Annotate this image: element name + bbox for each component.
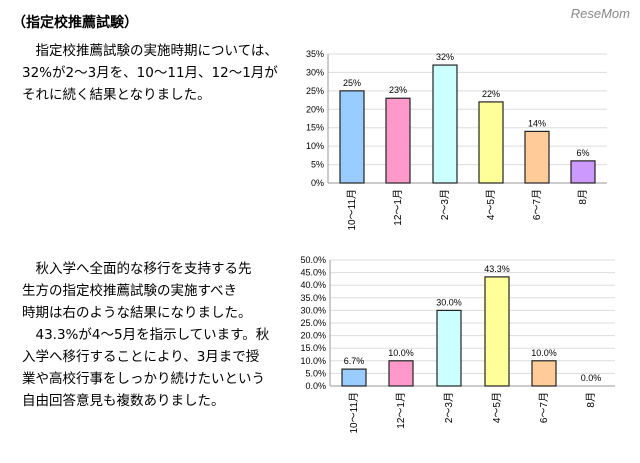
x-tick-label: 8月 <box>585 392 597 408</box>
y-tick-label: 5.0% <box>305 368 326 378</box>
bar <box>531 360 557 387</box>
x-tick-label: 12～1月 <box>395 392 407 429</box>
y-tick-label: 0% <box>311 178 324 188</box>
data-label: 0.0% <box>581 373 602 383</box>
paragraph-line: 業や高校行事をしっかり続けたいという <box>22 371 265 387</box>
x-tick-label: 6～7月 <box>531 189 543 220</box>
paragraph-1: 指定校推薦試験の実施時期については、 32%が2～3月を、10～11月、12～1… <box>22 40 278 106</box>
bar <box>339 90 365 184</box>
x-tick-label: 10～11月 <box>346 189 358 231</box>
paragraph-line: それに続く結果となりました。 <box>22 87 211 103</box>
y-tick-label: 10% <box>306 141 324 151</box>
y-tick-label: 45.0% <box>300 268 326 278</box>
paragraph-line: 時期は右のような結果になりました。 <box>22 305 252 321</box>
y-tick-label: 20.0% <box>300 331 326 341</box>
paragraph-line: 32%が2～3月を、10～11月、12～1月が <box>22 65 278 81</box>
data-label: 43.3% <box>484 264 510 274</box>
bar <box>436 309 462 387</box>
data-label: 6.7% <box>344 356 365 366</box>
y-tick-label: 20% <box>306 104 324 114</box>
bar <box>484 276 510 387</box>
data-label: 23% <box>389 85 407 95</box>
data-label: 10.0% <box>388 348 414 358</box>
y-tick-label: 0.0% <box>305 381 326 391</box>
bar <box>432 64 458 184</box>
y-tick-label: 10.0% <box>300 356 326 366</box>
paragraph-line: 43.3%が4～5月を指示しています。秋 <box>22 327 270 343</box>
bar <box>385 97 411 184</box>
data-label: 14% <box>528 118 546 128</box>
y-tick-label: 35% <box>306 49 324 59</box>
x-tick-label: 2～3月 <box>443 392 455 423</box>
paragraph-2: 秋入学へ全面的な移行を支持する先 生方の指定校推薦試験の実施すべき 時期は右のよ… <box>22 258 269 412</box>
y-tick-label: 15% <box>306 123 324 133</box>
x-tick-label: 4～5月 <box>485 189 497 220</box>
data-label: 10.0% <box>531 348 557 358</box>
x-tick-label: 4～5月 <box>491 392 503 423</box>
paragraph-line: 自由回答意見も複数ありました。 <box>22 393 225 409</box>
paragraph-line: 入学へ移行することにより、3月まで授 <box>22 349 260 365</box>
y-tick-label: 5% <box>311 160 324 170</box>
bar <box>388 360 414 387</box>
x-tick-label: 8月 <box>577 189 589 205</box>
paragraph-line: 生方の指定校推薦試験の実施すべき <box>22 283 238 299</box>
section-heading: （指定校推薦試験） <box>12 15 138 31</box>
y-tick-label: 30.0% <box>300 305 326 315</box>
y-tick-label: 50.0% <box>300 255 326 265</box>
x-tick-label: 12～1月 <box>392 189 404 226</box>
y-tick-label: 25.0% <box>300 318 326 328</box>
y-tick-label: 15.0% <box>300 343 326 353</box>
bar <box>570 160 596 184</box>
data-label: 6% <box>576 148 589 158</box>
y-tick-label: 30% <box>306 67 324 77</box>
data-label: 32% <box>436 52 454 62</box>
y-tick-label: 25% <box>306 86 324 96</box>
y-tick-label: 35.0% <box>300 293 326 303</box>
bar <box>478 101 504 184</box>
x-tick-label: 10～11月 <box>348 392 360 434</box>
bar <box>524 130 550 184</box>
y-tick-label: 40.0% <box>300 280 326 290</box>
data-label: 25% <box>343 78 361 88</box>
paragraph-line: 秋入学へ全面的な移行を支持する先 <box>22 261 252 277</box>
bar <box>341 368 367 387</box>
x-tick-label: 2～3月 <box>439 189 451 220</box>
data-label: 30.0% <box>436 297 462 307</box>
x-tick-label: 6～7月 <box>538 392 550 423</box>
data-label: 22% <box>482 89 500 99</box>
paragraph-line: 指定校推薦試験の実施時期については、 <box>22 43 278 59</box>
resemom-logo: ReseMom <box>570 6 630 21</box>
